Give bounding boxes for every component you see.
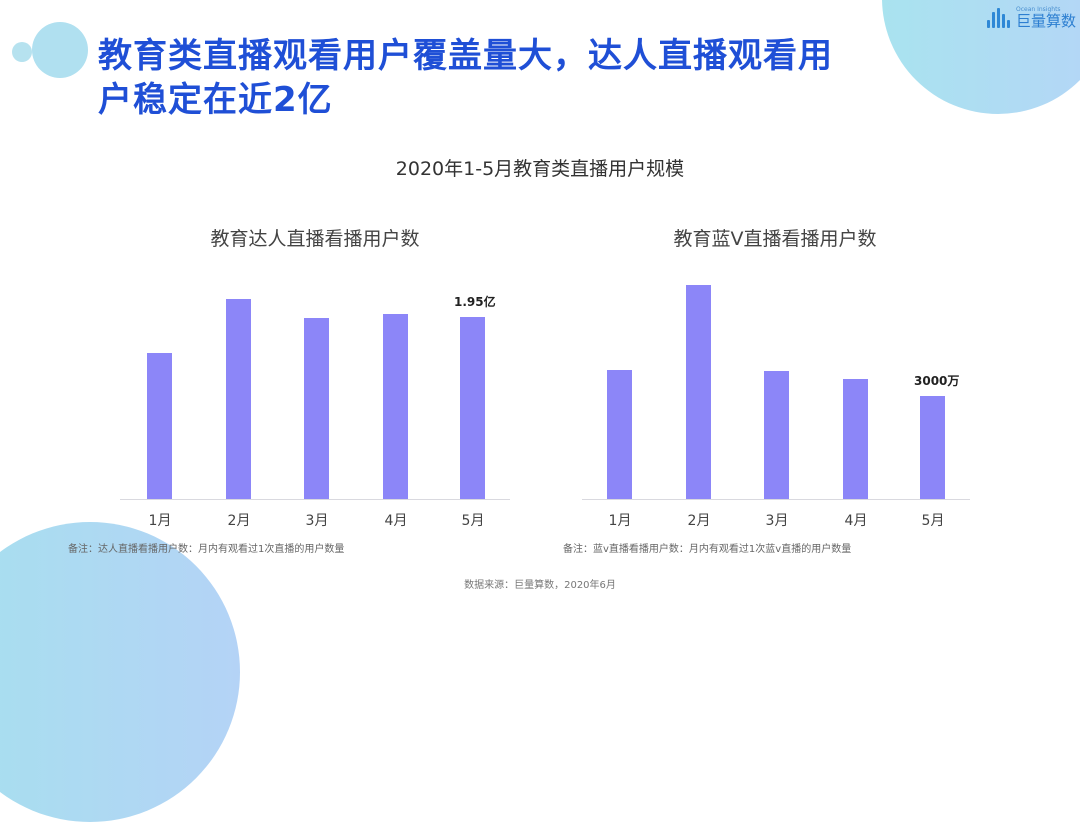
bar-wave-logo-icon xyxy=(986,6,1010,30)
bar-1月 xyxy=(147,353,172,499)
x-axis-label: 3月 xyxy=(765,513,789,529)
x-axis-label: 1月 xyxy=(608,513,632,529)
bar-1月 xyxy=(607,370,632,499)
bar-4月 xyxy=(843,379,868,499)
x-axis-label: 1月 xyxy=(148,513,172,529)
x-axis-label: 4月 xyxy=(844,513,868,529)
decor-circle-title-small xyxy=(12,42,32,62)
x-axis-label: 2月 xyxy=(227,513,251,529)
data-source: 数据来源：巨量算数，2020年6月 xyxy=(464,580,616,591)
bar-2月 xyxy=(686,285,711,499)
x-axis-label: 5月 xyxy=(921,513,945,529)
bar-5月 xyxy=(460,317,485,499)
value-label: 1.95亿 xyxy=(454,295,496,309)
slide-title-line1: 教育类直播观看用户覆盖量大，达人直播观看用 xyxy=(98,36,833,76)
bar-3月 xyxy=(764,371,789,499)
right-chart-title: 教育蓝V直播看播用户数 xyxy=(673,228,877,250)
right-chart-note: 备注：蓝v直播看播用户数：月内有观看过1次蓝v直播的用户数量 xyxy=(563,544,852,555)
bar-5月 xyxy=(920,396,945,499)
value-label: 3000万 xyxy=(914,374,960,388)
right-bar-chart: 3000万 xyxy=(582,270,970,500)
bar-3月 xyxy=(304,318,329,499)
bar-4月 xyxy=(383,314,408,499)
left-bar-chart: 1.95亿 xyxy=(120,270,510,500)
main-chart-title: 2020年1-5月教育类直播用户规模 xyxy=(395,158,685,180)
x-axis-label: 3月 xyxy=(305,513,329,529)
brand-logo: Ocean Insights 巨量算数 xyxy=(986,6,1076,30)
slide-title: 教育类直播观看用户覆盖量大，达人直播观看用 户稳定在近2亿 xyxy=(98,34,898,122)
bar-2月 xyxy=(226,299,251,499)
x-axis-line xyxy=(582,499,970,500)
slide-title-line2: 户稳定在近2亿 xyxy=(98,80,333,120)
x-axis-label: 2月 xyxy=(687,513,711,529)
decor-circle-bottom-left xyxy=(0,522,240,822)
left-chart-note: 备注：达人直播看播用户数：月内有观看过1次直播的用户数量 xyxy=(68,544,345,555)
x-axis-label: 4月 xyxy=(384,513,408,529)
x-axis-line xyxy=(120,499,510,500)
logo-text-cn: 巨量算数 xyxy=(1016,12,1077,30)
decor-circle-title xyxy=(32,22,88,78)
left-chart-title: 教育达人直播看播用户数 xyxy=(210,228,420,250)
x-axis-label: 5月 xyxy=(461,513,485,529)
logo-text-en: Ocean Insights xyxy=(1016,6,1061,13)
